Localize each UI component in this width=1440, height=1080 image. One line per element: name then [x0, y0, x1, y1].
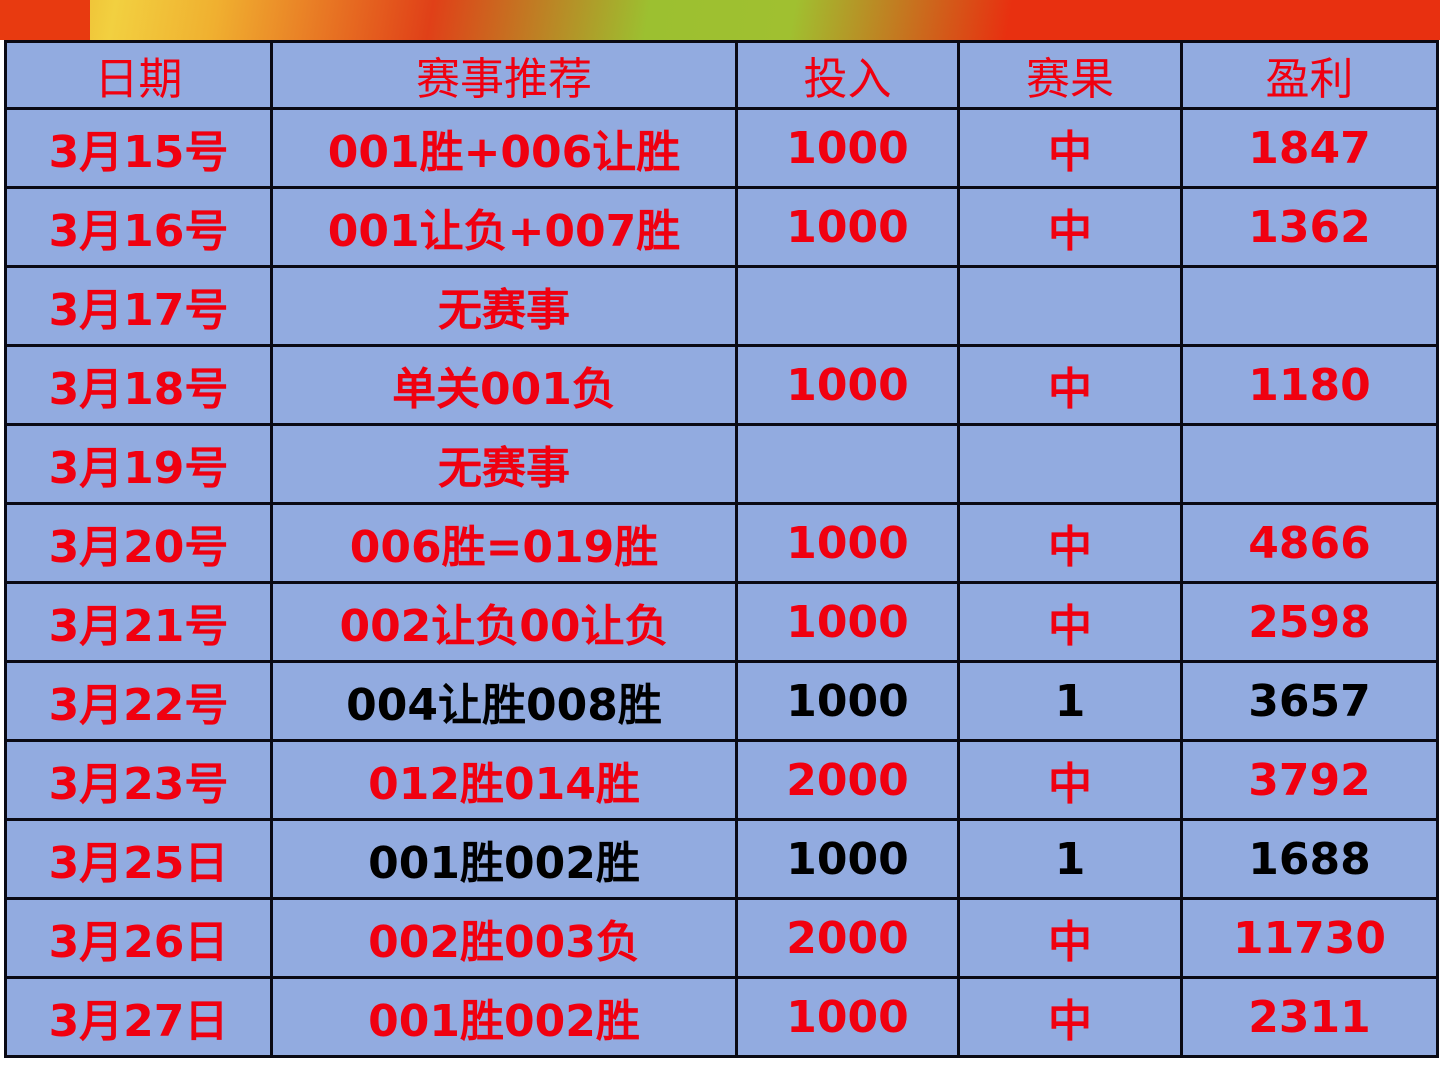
result-cell: 1 — [957, 818, 1183, 900]
profit-cell — [1180, 423, 1439, 505]
date-cell: 3月18号 — [4, 344, 273, 426]
date-cell: 3月23号 — [4, 739, 273, 821]
pick-cell: 002让负00让负 — [270, 581, 738, 663]
stake-cell: 1000 — [735, 107, 960, 189]
column-header-stake: 投入 — [735, 40, 960, 110]
profit-cell — [1180, 265, 1439, 347]
banner-decoration — [0, 0, 90, 40]
profit-cell: 2598 — [1180, 581, 1439, 663]
table-row: 3月15号 001胜+006让胜 1000 中 1847 — [4, 107, 1439, 189]
stake-cell: 2000 — [735, 897, 960, 979]
result-cell: 中 — [957, 897, 1183, 979]
stake-cell: 1000 — [735, 502, 960, 584]
table-row: 3月26日 002胜003负 2000 中 11730 — [4, 897, 1439, 979]
stake-cell: 1000 — [735, 581, 960, 663]
table-row: 3月27日 001胜002胜 1000 中 2311 — [4, 976, 1439, 1058]
result-cell: 中 — [957, 502, 1183, 584]
profit-cell: 1688 — [1180, 818, 1439, 900]
pick-cell: 无赛事 — [270, 423, 738, 505]
column-header-pick: 赛事推荐 — [270, 40, 738, 110]
stake-cell: 2000 — [735, 739, 960, 821]
table-row: 3月16号 001让负+007胜 1000 中 1362 — [4, 186, 1439, 268]
date-cell: 3月20号 — [4, 502, 273, 584]
date-cell: 3月21号 — [4, 581, 273, 663]
pick-cell: 006胜=019胜 — [270, 502, 738, 584]
pick-cell: 001胜002胜 — [270, 976, 738, 1058]
date-cell: 3月15号 — [4, 107, 273, 189]
profit-cell: 3792 — [1180, 739, 1439, 821]
result-cell: 中 — [957, 739, 1183, 821]
stake-cell: 1000 — [735, 818, 960, 900]
stake-cell: 1000 — [735, 660, 960, 742]
table-row: 3月20号 006胜=019胜 1000 中 4866 — [4, 502, 1439, 584]
result-cell: 中 — [957, 344, 1183, 426]
column-header-profit: 盈利 — [1180, 40, 1439, 110]
date-cell: 3月25日 — [4, 818, 273, 900]
header-banner — [0, 0, 1440, 40]
profit-cell: 2311 — [1180, 976, 1439, 1058]
pick-cell: 001让负+007胜 — [270, 186, 738, 268]
stake-cell: 1000 — [735, 186, 960, 268]
result-cell: 中 — [957, 186, 1183, 268]
date-cell: 3月19号 — [4, 423, 273, 505]
column-header-result: 赛果 — [957, 40, 1183, 110]
pick-cell: 无赛事 — [270, 265, 738, 347]
date-cell: 3月16号 — [4, 186, 273, 268]
date-cell: 3月17号 — [4, 265, 273, 347]
results-table: 日期 赛事推荐 投入 赛果 盈利 3月15号 001胜+006让胜 1000 中 1847 3月1… — [4, 40, 1439, 1058]
stake-cell: 1000 — [735, 344, 960, 426]
stake-cell: 1000 — [735, 976, 960, 1058]
pick-cell: 002胜003负 — [270, 897, 738, 979]
table-row: 3月18号 单关001负 1000 中 1180 — [4, 344, 1439, 426]
table-row: 3月25日 001胜002胜 1000 1 1688 — [4, 818, 1439, 900]
pick-cell: 004让胜008胜 — [270, 660, 738, 742]
header-row: 日期 赛事推荐 投入 赛果 盈利 — [4, 40, 1439, 110]
profit-cell: 1180 — [1180, 344, 1439, 426]
pick-cell: 012胜014胜 — [270, 739, 738, 821]
result-cell: 中 — [957, 976, 1183, 1058]
result-cell: 中 — [957, 107, 1183, 189]
table-row: 3月22号 004让胜008胜 1000 1 3657 — [4, 660, 1439, 742]
date-cell: 3月26日 — [4, 897, 273, 979]
result-cell: 中 — [957, 581, 1183, 663]
table-row: 3月19号 无赛事 — [4, 423, 1439, 505]
profit-cell: 11730 — [1180, 897, 1439, 979]
column-header-date: 日期 — [4, 40, 273, 110]
stake-cell — [735, 423, 960, 505]
table-row: 3月23号 012胜014胜 2000 中 3792 — [4, 739, 1439, 821]
result-cell — [957, 423, 1183, 505]
stake-cell — [735, 265, 960, 347]
profit-cell: 4866 — [1180, 502, 1439, 584]
table-row: 3月21号 002让负00让负 1000 中 2598 — [4, 581, 1439, 663]
pick-cell: 001胜+006让胜 — [270, 107, 738, 189]
date-cell: 3月22号 — [4, 660, 273, 742]
pick-cell: 单关001负 — [270, 344, 738, 426]
profit-cell: 3657 — [1180, 660, 1439, 742]
table-row: 3月17号 无赛事 — [4, 265, 1439, 347]
profit-cell: 1362 — [1180, 186, 1439, 268]
result-cell — [957, 265, 1183, 347]
result-cell: 1 — [957, 660, 1183, 742]
pick-cell: 001胜002胜 — [270, 818, 738, 900]
date-cell: 3月27日 — [4, 976, 273, 1058]
profit-cell: 1847 — [1180, 107, 1439, 189]
